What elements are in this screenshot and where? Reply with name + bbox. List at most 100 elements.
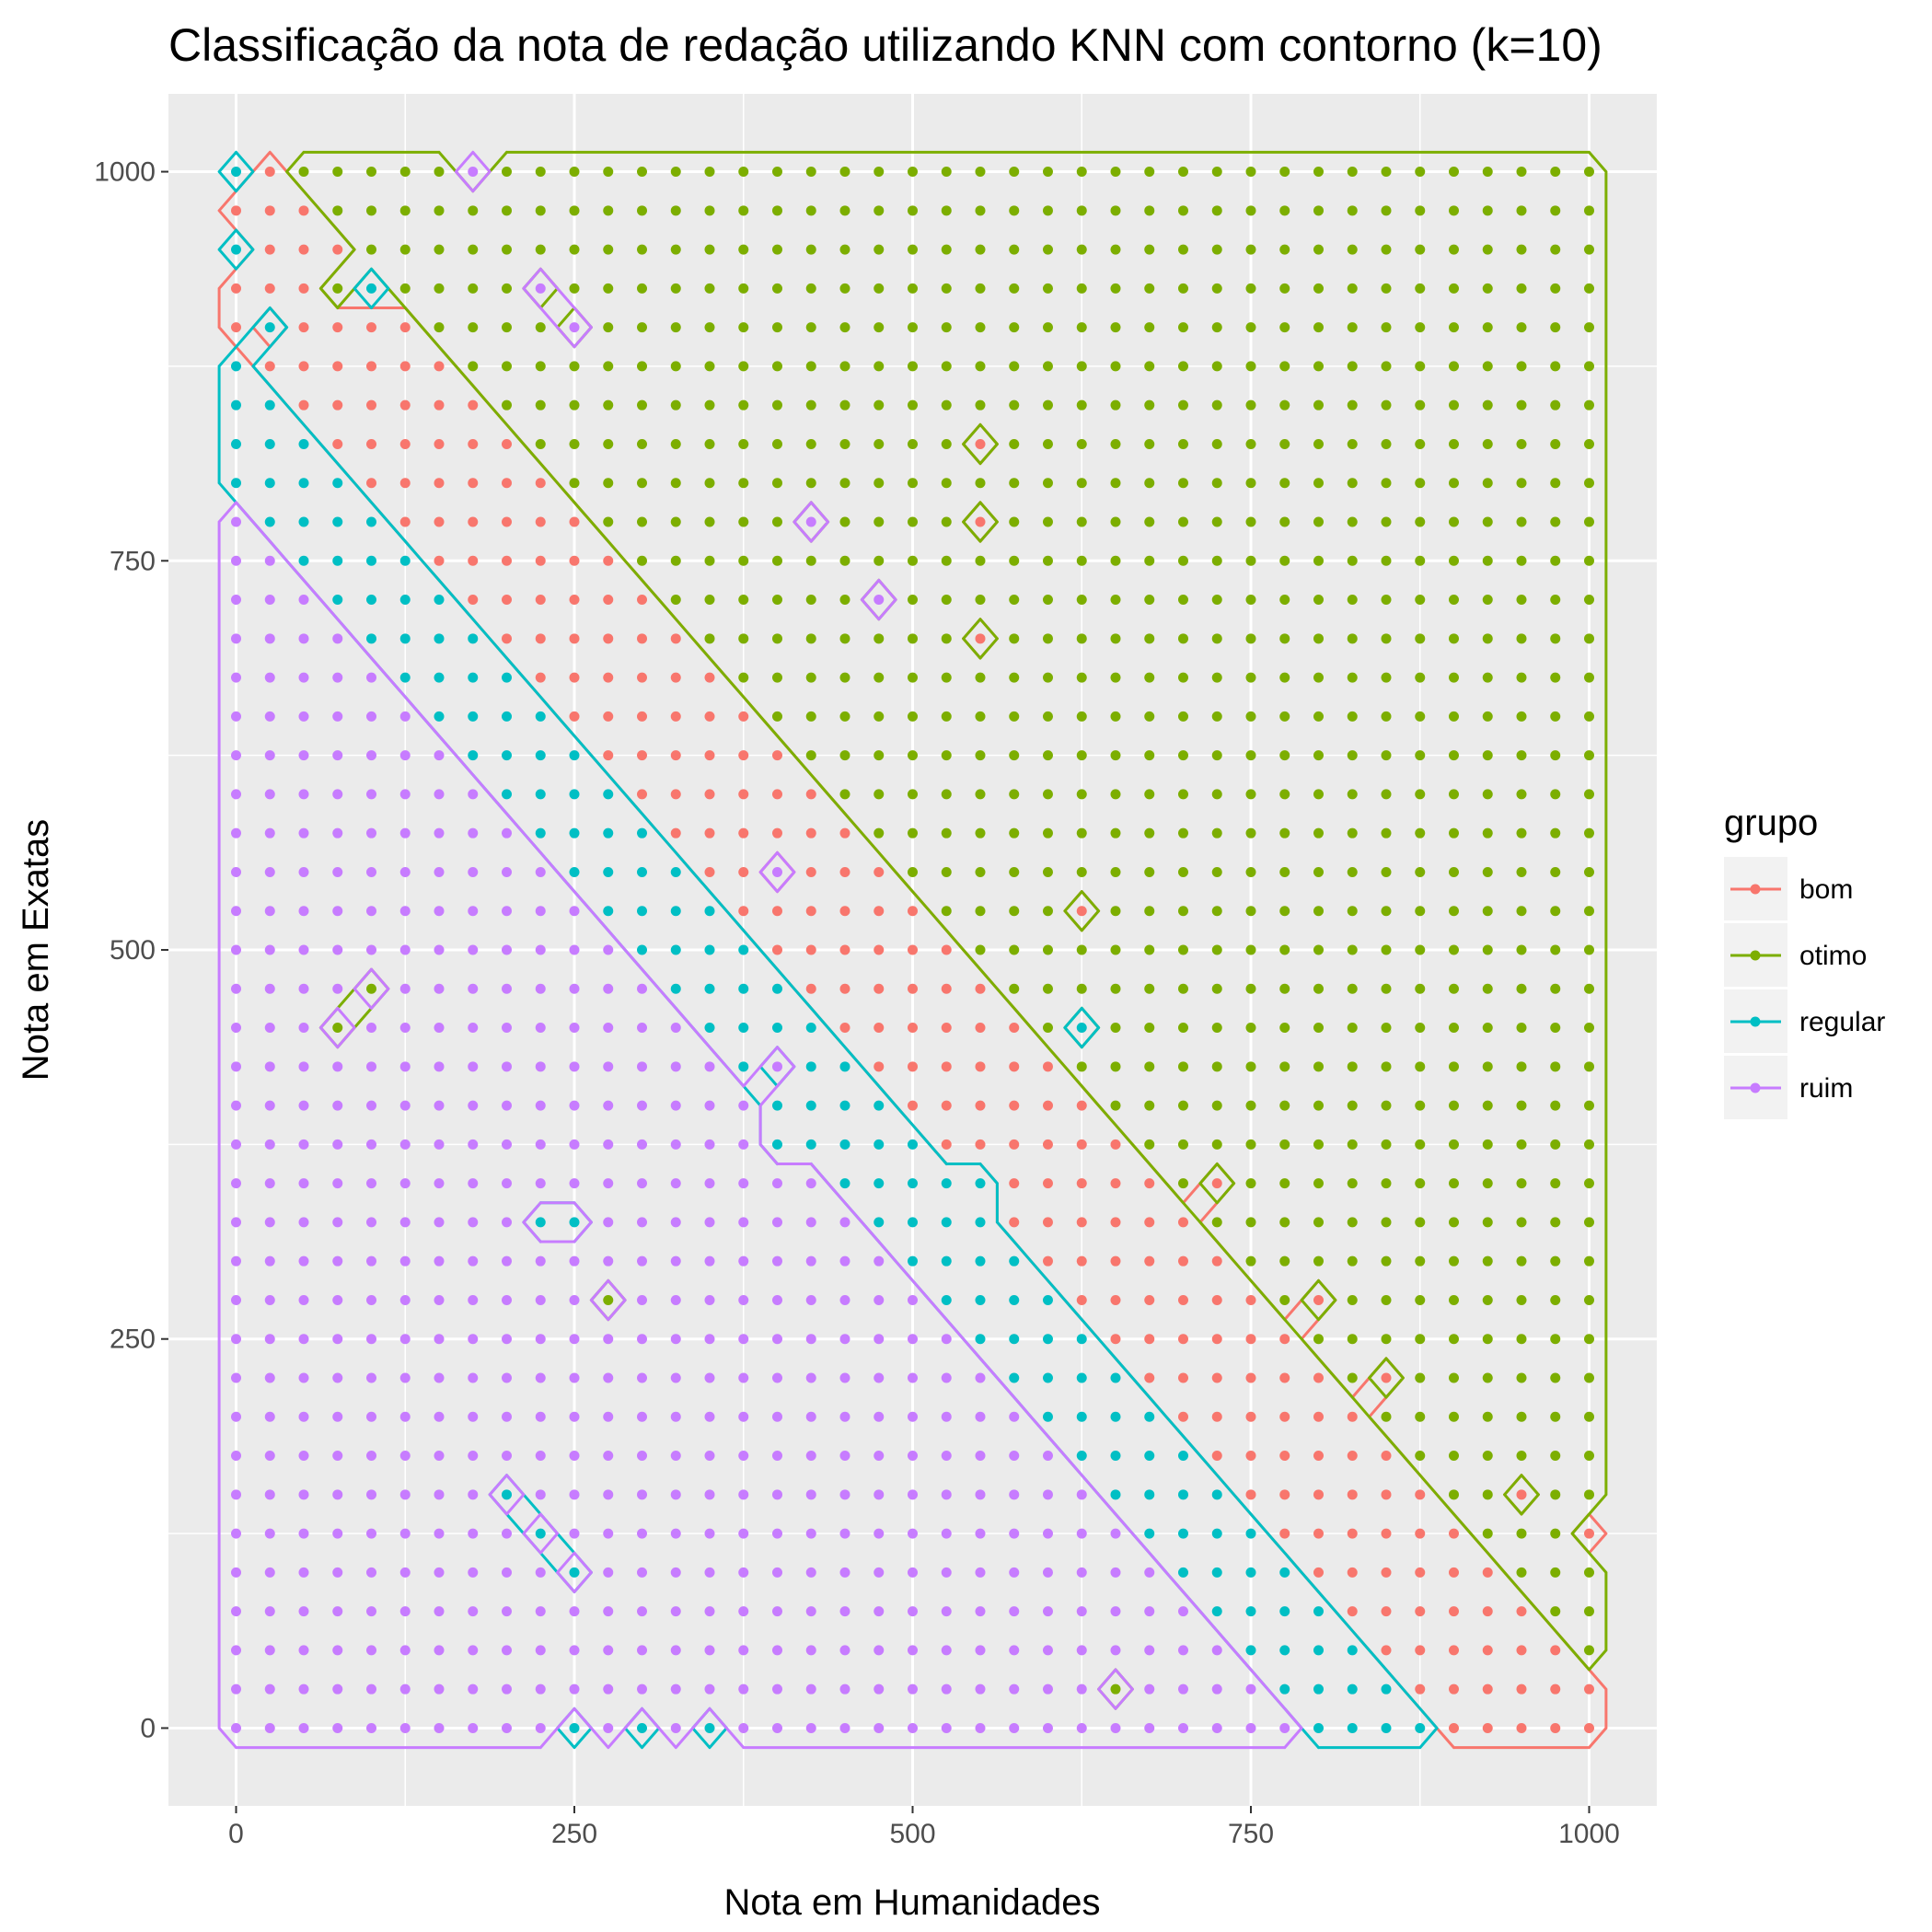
point-bom — [1279, 1489, 1290, 1500]
point-bom — [603, 711, 614, 722]
point-otimo — [1313, 1061, 1324, 1072]
point-bom — [1076, 1178, 1087, 1189]
point-otimo — [1009, 361, 1020, 372]
point-bom — [399, 361, 411, 372]
point-otimo — [1076, 827, 1087, 839]
point-otimo — [1482, 1294, 1493, 1305]
point-ruim — [704, 1411, 715, 1422]
point-bom — [1482, 1606, 1493, 1617]
point-bom — [264, 361, 275, 372]
point-otimo — [1144, 1100, 1155, 1111]
point-otimo — [1482, 555, 1493, 566]
point-otimo — [1076, 516, 1087, 527]
point-ruim — [873, 595, 885, 606]
point-ruim — [264, 1139, 275, 1150]
point-ruim — [231, 1178, 241, 1189]
point-otimo — [1076, 866, 1087, 877]
point-otimo — [1178, 478, 1188, 489]
point-ruim — [434, 789, 445, 800]
point-ruim — [1076, 1683, 1087, 1695]
point-otimo — [1415, 555, 1426, 566]
point-otimo — [569, 478, 580, 489]
point-ruim — [366, 1178, 376, 1189]
point-otimo — [1482, 866, 1493, 877]
point-bom — [738, 789, 749, 800]
legend-label: bom — [1799, 874, 1853, 905]
point-ruim — [366, 1606, 376, 1617]
point-otimo — [1245, 555, 1256, 566]
point-otimo — [468, 244, 479, 255]
point-ruim — [366, 827, 376, 839]
point-ruim — [1211, 1683, 1222, 1695]
point-otimo — [1178, 361, 1188, 372]
point-otimo — [637, 361, 647, 372]
point-regular — [1009, 1372, 1020, 1383]
point-ruim — [332, 827, 343, 839]
point-otimo — [805, 322, 816, 333]
point-ruim — [738, 1294, 749, 1305]
point-ruim — [298, 1411, 309, 1422]
point-ruim — [839, 1489, 850, 1500]
point-ruim — [366, 1528, 376, 1539]
point-ruim — [738, 1528, 749, 1539]
point-ruim — [839, 1334, 850, 1345]
point-regular — [366, 595, 376, 606]
point-otimo — [704, 205, 715, 216]
point-ruim — [264, 827, 275, 839]
point-ruim — [941, 1683, 952, 1695]
point-bom — [603, 672, 614, 683]
point-otimo — [1313, 750, 1324, 761]
point-regular — [704, 944, 715, 955]
point-ruim — [873, 1645, 885, 1656]
point-otimo — [1313, 399, 1324, 411]
point-regular — [805, 1023, 816, 1034]
point-otimo — [805, 361, 816, 372]
point-otimo — [1279, 1139, 1290, 1150]
point-otimo — [1211, 750, 1222, 761]
point-otimo — [1550, 1489, 1561, 1500]
point-otimo — [738, 244, 749, 255]
point-otimo — [704, 361, 715, 372]
point-otimo — [1144, 789, 1155, 800]
point-ruim — [704, 1255, 715, 1267]
point-ruim — [569, 906, 580, 917]
point-ruim — [772, 1645, 782, 1656]
point-regular — [535, 789, 546, 800]
point-otimo — [1043, 399, 1053, 411]
point-otimo — [1415, 205, 1426, 216]
point-ruim — [805, 1255, 816, 1267]
point-otimo — [1211, 322, 1222, 333]
point-otimo — [1516, 1451, 1527, 1462]
point-otimo — [1449, 205, 1459, 216]
point-regular — [603, 827, 614, 839]
point-bom — [535, 595, 546, 606]
point-otimo — [1482, 438, 1493, 449]
point-ruim — [569, 1178, 580, 1189]
point-otimo — [704, 555, 715, 566]
point-bom — [502, 633, 512, 644]
point-ruim — [637, 1645, 647, 1656]
point-otimo — [805, 399, 816, 411]
point-ruim — [264, 1567, 275, 1578]
point-ruim — [264, 672, 275, 683]
point-otimo — [1178, 438, 1188, 449]
point-otimo — [941, 205, 952, 216]
point-otimo — [1347, 672, 1358, 683]
point-ruim — [772, 1489, 782, 1500]
point-bom — [1144, 1217, 1155, 1228]
y-tick-label: 750 — [110, 546, 156, 576]
point-otimo — [1144, 555, 1155, 566]
point-otimo — [805, 283, 816, 294]
point-otimo — [1381, 1061, 1392, 1072]
point-otimo — [1245, 283, 1256, 294]
point-regular — [805, 1100, 816, 1111]
point-otimo — [1279, 167, 1290, 178]
point-otimo — [839, 478, 850, 489]
point-otimo — [1482, 944, 1493, 955]
point-otimo — [1516, 1139, 1527, 1150]
point-otimo — [908, 478, 918, 489]
point-otimo — [1043, 750, 1053, 761]
point-ruim — [399, 1451, 411, 1462]
point-otimo — [738, 633, 749, 644]
point-otimo — [603, 283, 614, 294]
